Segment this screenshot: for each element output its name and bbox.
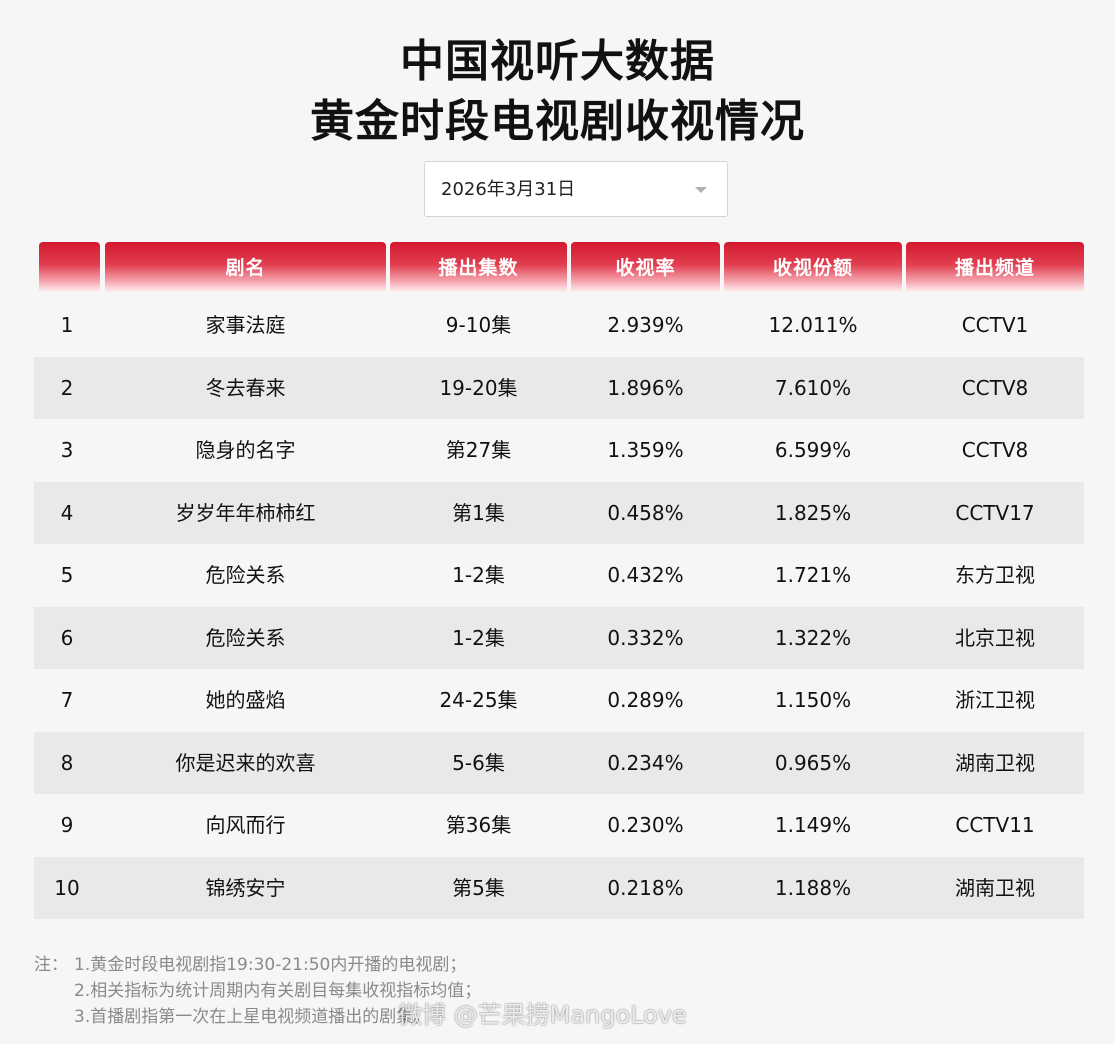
cell-share: 1.188%	[774, 875, 852, 900]
cell-rank: 9	[60, 813, 74, 837]
table-row: 8 你是迟来的欢喜 5-6集 0.234% 0.965% 湖南卫视	[34, 731, 1084, 794]
cell-drama-name: 隐身的名字	[195, 438, 296, 462]
cell-rating: 2.939%	[607, 313, 684, 337]
cell-rating: 0.230%	[607, 813, 684, 837]
cell-rating: 0.332%	[607, 625, 684, 650]
chevron-down-icon	[695, 187, 707, 193]
cell-episodes: 19-20集	[439, 375, 518, 400]
cell-drama-name: 危险关系	[205, 625, 286, 650]
footnote-line: 2.相关指标为统计周期内有关剧目每集收视指标均值；	[74, 981, 482, 1001]
table-header: 剧名 播出集数 收视率 收视份额 播出频道	[34, 240, 1084, 294]
cell-rating: 0.218%	[607, 875, 684, 900]
cell-drama-name: 向风而行	[205, 813, 286, 837]
cell-share: 6.599%	[774, 438, 852, 462]
cell-episodes: 第1集	[452, 500, 505, 525]
cell-rank: 1	[60, 313, 74, 337]
page-title-line1: 中国视听大数据	[400, 36, 715, 87]
watermark: 微博 @芒果捞MangoLove	[398, 1001, 687, 1029]
cell-channel: 湖南卫视	[955, 875, 1035, 900]
cell-share: 7.610%	[774, 375, 852, 400]
header-channel: 播出频道	[906, 242, 1084, 292]
cell-episodes: 1-2集	[452, 563, 505, 587]
table-row: 10 锦绣安宁 第5集 0.218% 1.188% 湖南卫视	[34, 856, 1084, 919]
table-body: 1 家事法庭 9-10集 2.939% 12.011% CCTV1 2 冬去春来 19-20集 1…	[34, 294, 1084, 919]
cell-episodes: 9-10集	[445, 313, 512, 337]
cell-drama-name: 你是迟来的欢喜	[175, 750, 316, 775]
cell-channel: 浙江卫视	[955, 688, 1035, 712]
cell-share: 1.149%	[774, 813, 852, 837]
cell-drama-name: 危险关系	[205, 563, 286, 587]
cell-rank: 7	[60, 688, 74, 712]
table-row: 5 危险关系 1-2集 0.432% 1.721% 东方卫视	[34, 544, 1084, 607]
cell-rank: 10	[54, 875, 80, 900]
cell-share: 1.721%	[774, 563, 852, 587]
table-row: 2 冬去春来 19-20集 1.896% 7.610% CCTV8	[34, 356, 1084, 419]
cell-rank: 3	[60, 438, 74, 462]
footnote-prefix: 注：	[34, 955, 68, 975]
cell-rating: 0.234%	[607, 750, 684, 775]
table-row: 4 岁岁年年柿柿红 第1集 0.458% 1.825% CCTV17	[34, 481, 1084, 544]
cell-share: 0.965%	[774, 750, 852, 775]
cell-share: 12.011%	[768, 313, 858, 337]
footnote-line: 1.黄金时段电视剧指19:30-21:50内开播的电视剧；	[74, 955, 467, 975]
cell-rating: 0.289%	[607, 688, 684, 712]
cell-episodes: 1-2集	[452, 625, 505, 650]
cell-episodes: 第36集	[445, 813, 512, 837]
cell-rating: 0.432%	[607, 563, 684, 587]
cell-channel: CCTV17	[955, 500, 1035, 525]
cell-rank: 5	[60, 563, 74, 587]
cell-channel: CCTV8	[961, 375, 1029, 400]
header-drama-name: 剧名	[105, 242, 386, 292]
cell-rank: 8	[60, 750, 74, 775]
ratings-table: 剧名 播出集数 收视率 收视份额 播出频道 1 家事法庭 9-10集 2.939% 12…	[34, 240, 1084, 919]
date-dropdown[interactable]: 2026年3月31日	[424, 161, 728, 217]
cell-share: 1.322%	[774, 625, 852, 650]
cell-rank: 2	[60, 375, 74, 400]
cell-rating: 0.458%	[607, 500, 684, 525]
header-share: 收视份额	[724, 242, 902, 292]
cell-drama-name: 锦绣安宁	[205, 875, 286, 900]
page-title-line2: 黄金时段电视剧收视情况	[310, 96, 805, 147]
cell-rank: 4	[60, 500, 74, 525]
cell-share: 1.825%	[774, 500, 852, 525]
cell-episodes: 5-6集	[452, 750, 505, 775]
cell-rank: 6	[60, 625, 74, 650]
cell-drama-name: 岁岁年年柿柿红	[175, 500, 316, 525]
table-row: 7 她的盛焰 24-25集 0.289% 1.150% 浙江卫视	[34, 669, 1084, 732]
cell-channel: CCTV8	[961, 438, 1029, 462]
header-rank	[39, 242, 100, 292]
table-row: 3 隐身的名字 第27集 1.359% 6.599% CCTV8	[34, 419, 1084, 482]
footnote-line: 3.首播剧指第一次在上星电视频道播出的剧集。	[74, 1007, 431, 1027]
cell-channel: 湖南卫视	[955, 750, 1035, 775]
cell-episodes: 第27集	[445, 438, 512, 462]
cell-channel: 东方卫视	[955, 563, 1035, 587]
cell-drama-name: 冬去春来	[205, 375, 286, 400]
header-episodes: 播出集数	[390, 242, 567, 292]
cell-drama-name: 她的盛焰	[205, 688, 286, 712]
date-dropdown-value: 2026年3月31日	[441, 179, 576, 200]
cell-share: 1.150%	[774, 688, 852, 712]
table-row: 1 家事法庭 9-10集 2.939% 12.011% CCTV1	[34, 294, 1084, 357]
table-row: 9 向风而行 第36集 0.230% 1.149% CCTV11	[34, 794, 1084, 857]
header-rating: 收视率	[571, 242, 720, 292]
cell-rating: 1.896%	[607, 375, 684, 400]
cell-drama-name: 家事法庭	[205, 313, 286, 337]
cell-episodes: 24-25集	[439, 688, 518, 712]
cell-channel: CCTV11	[955, 813, 1035, 837]
table-row: 6 危险关系 1-2集 0.332% 1.322% 北京卫视	[34, 606, 1084, 669]
cell-channel: CCTV1	[961, 313, 1029, 337]
cell-rating: 1.359%	[607, 438, 684, 462]
cell-channel: 北京卫视	[955, 625, 1035, 650]
cell-episodes: 第5集	[452, 875, 505, 900]
